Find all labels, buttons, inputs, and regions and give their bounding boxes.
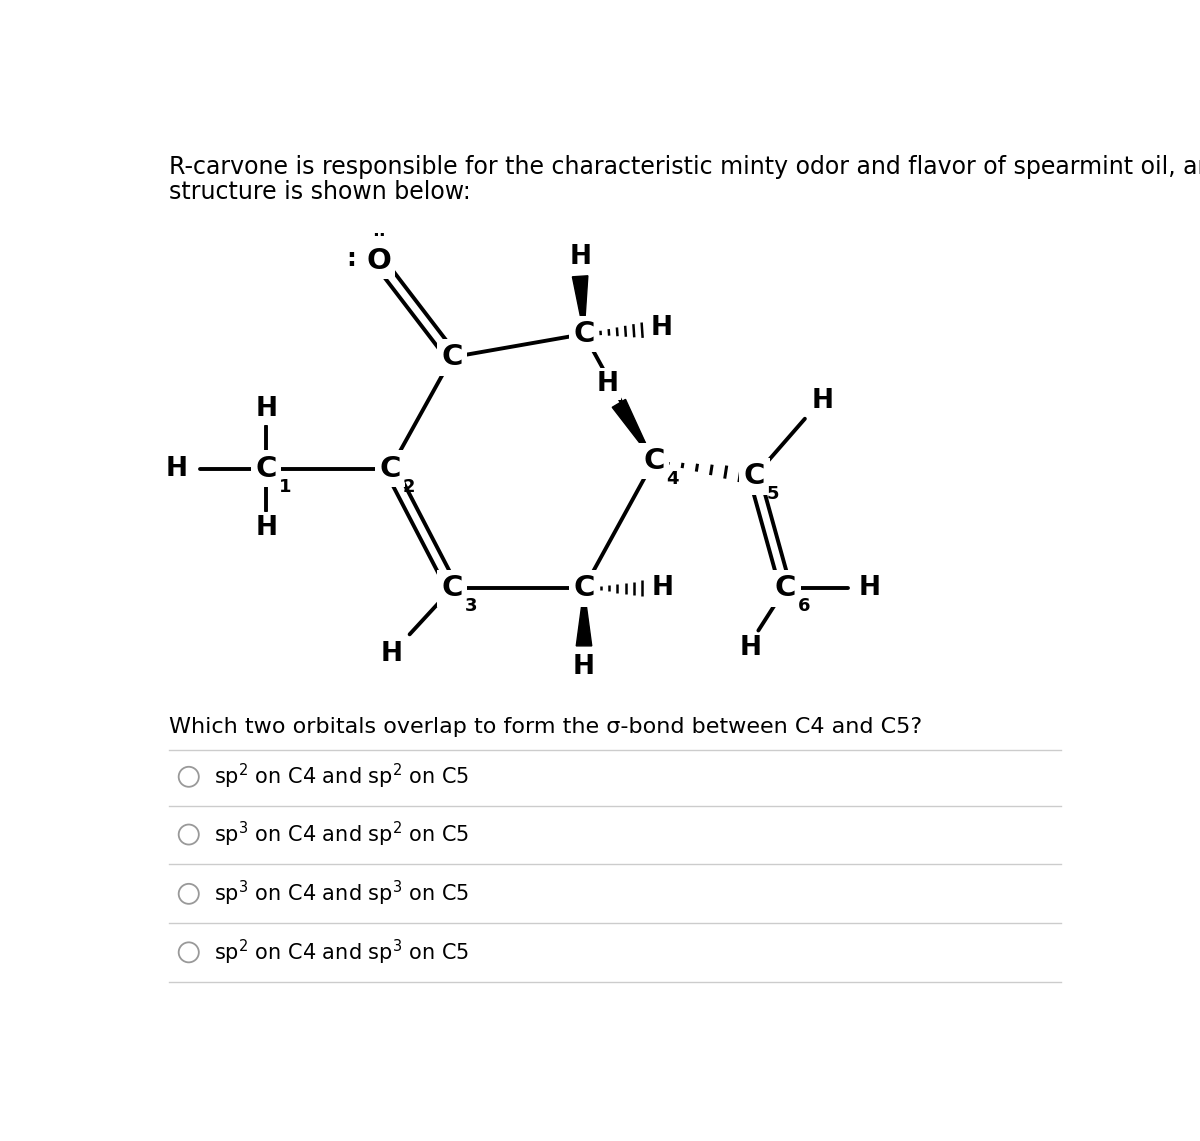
Polygon shape [572,276,588,334]
Text: sp$^3$ on C4 and sp$^3$ on C5: sp$^3$ on C4 and sp$^3$ on C5 [214,880,469,908]
Text: C: C [574,319,595,348]
Text: C: C [643,447,665,475]
Text: 6: 6 [798,597,810,615]
Text: H: H [574,654,595,680]
Text: C: C [379,455,401,483]
Text: sp$^2$ on C4 and sp$^3$ on C5: sp$^2$ on C4 and sp$^3$ on C5 [214,938,469,966]
Polygon shape [576,588,592,646]
Text: O: O [366,246,391,275]
Text: structure is shown below:: structure is shown below: [169,180,472,204]
Text: H: H [858,575,881,601]
Text: 1: 1 [278,478,290,495]
Text: H: H [256,397,277,422]
Text: H: H [166,455,188,482]
Text: H: H [380,640,403,666]
Text: H: H [650,315,672,341]
Text: C: C [574,574,595,602]
Text: 4: 4 [666,470,678,488]
Text: H: H [569,244,592,270]
Text: 2: 2 [402,478,415,495]
Text: C: C [775,574,796,602]
Text: H: H [256,515,277,541]
Text: H: H [811,388,834,414]
Text: C: C [442,574,463,602]
Text: 3: 3 [464,597,476,615]
Text: 5: 5 [767,485,779,503]
Polygon shape [612,399,654,461]
Text: H: H [596,371,618,397]
Text: R-carvone is responsible for the characteristic minty odor and flavor of spearmi: R-carvone is responsible for the charact… [169,155,1200,179]
Text: C: C [442,343,463,371]
Text: ··: ·· [372,227,385,245]
Text: sp$^3$ on C4 and sp$^2$ on C5: sp$^3$ on C4 and sp$^2$ on C5 [214,820,469,849]
Text: H: H [739,636,762,661]
Text: H: H [652,575,674,601]
Text: C: C [256,455,277,483]
Text: C: C [744,462,766,491]
Text: sp$^2$ on C4 and sp$^2$ on C5: sp$^2$ on C4 and sp$^2$ on C5 [214,762,469,792]
Text: Which two orbitals overlap to form the σ-bond between C4 and C5?: Which two orbitals overlap to form the σ… [169,717,923,737]
Text: :: : [347,248,356,272]
